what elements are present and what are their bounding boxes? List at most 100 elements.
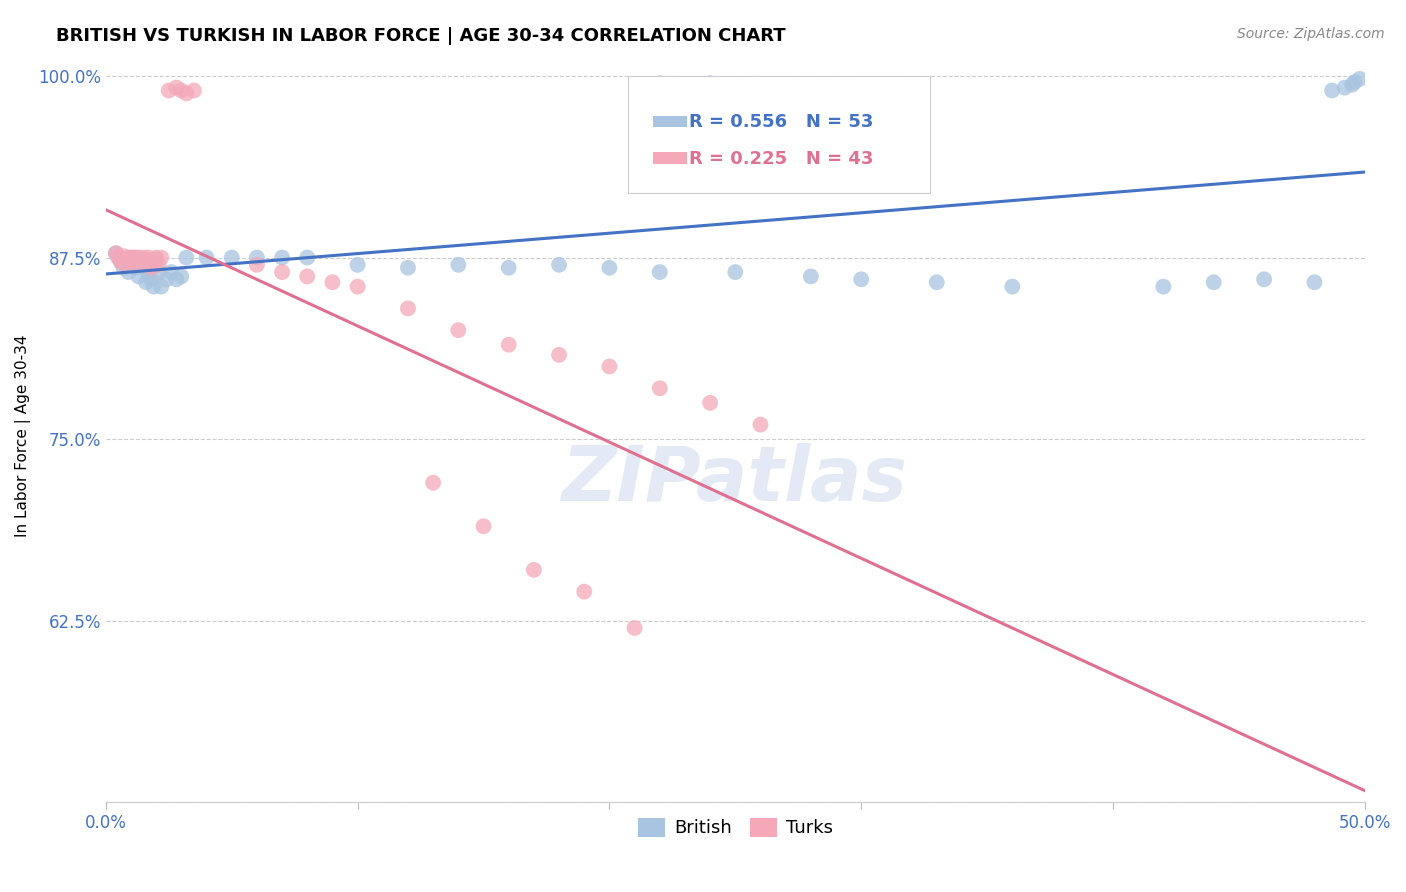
Point	[115, 253, 138, 268]
Point	[297, 269, 319, 284]
Point	[271, 265, 294, 279]
Point	[142, 279, 165, 293]
Point	[148, 265, 170, 279]
Point	[800, 269, 823, 284]
Point	[122, 251, 145, 265]
Point	[297, 251, 319, 265]
Point	[142, 255, 165, 269]
Point	[447, 323, 470, 337]
Point	[104, 246, 127, 260]
Point	[1303, 275, 1326, 289]
Point	[170, 83, 193, 97]
Point	[132, 260, 155, 274]
Point	[115, 258, 138, 272]
Point	[396, 260, 419, 275]
Point	[117, 265, 139, 279]
Point	[104, 246, 127, 260]
Point	[447, 258, 470, 272]
Point	[925, 275, 948, 289]
Point	[135, 275, 157, 289]
Point	[165, 272, 187, 286]
Legend: British, Turks: British, Turks	[630, 811, 839, 845]
FancyBboxPatch shape	[654, 116, 688, 128]
Point	[548, 348, 571, 362]
Point	[1344, 75, 1367, 89]
Point	[1333, 80, 1355, 95]
Point	[150, 279, 173, 293]
Point	[346, 279, 368, 293]
Point	[523, 563, 546, 577]
Point	[699, 396, 721, 410]
Point	[128, 251, 150, 265]
Point	[125, 251, 148, 265]
Point	[138, 251, 160, 265]
Point	[165, 80, 187, 95]
Point	[150, 251, 173, 265]
Point	[155, 272, 177, 286]
Point	[1341, 78, 1364, 92]
Point	[170, 269, 193, 284]
Point	[749, 417, 772, 432]
Point	[145, 252, 167, 266]
Point	[138, 267, 160, 281]
Text: BRITISH VS TURKISH IN LABOR FORCE | AGE 30-34 CORRELATION CHART: BRITISH VS TURKISH IN LABOR FORCE | AGE …	[56, 27, 786, 45]
Point	[221, 251, 243, 265]
Point	[724, 265, 747, 279]
Point	[271, 251, 294, 265]
Point	[598, 359, 620, 374]
Point	[128, 269, 150, 284]
Point	[396, 301, 419, 316]
Point	[148, 258, 170, 272]
Point	[125, 260, 148, 275]
Point	[673, 80, 696, 95]
FancyBboxPatch shape	[654, 153, 688, 164]
Point	[623, 621, 645, 635]
Point	[120, 258, 142, 272]
Point	[176, 251, 198, 265]
Point	[139, 260, 162, 275]
Point	[183, 83, 205, 97]
Point	[648, 265, 671, 279]
Text: R = 0.556   N = 53: R = 0.556 N = 53	[689, 113, 873, 131]
Point	[195, 251, 218, 265]
Point	[157, 83, 180, 97]
Point	[176, 87, 198, 101]
Point	[246, 258, 269, 272]
Point	[122, 255, 145, 269]
Point	[120, 251, 142, 265]
Text: Source: ZipAtlas.com: Source: ZipAtlas.com	[1237, 27, 1385, 41]
Point	[139, 272, 162, 286]
Point	[117, 251, 139, 265]
Point	[648, 381, 671, 395]
Point	[699, 76, 721, 90]
Point	[110, 255, 132, 269]
Point	[1348, 71, 1371, 86]
Text: ZIPatlas: ZIPatlas	[562, 442, 908, 516]
Point	[107, 251, 129, 265]
Point	[574, 584, 596, 599]
Point	[498, 337, 520, 351]
Point	[1152, 279, 1174, 293]
Point	[246, 251, 269, 265]
Point	[132, 251, 155, 265]
Point	[129, 258, 152, 272]
Point	[112, 249, 135, 263]
FancyBboxPatch shape	[628, 76, 931, 194]
Point	[346, 258, 368, 272]
Point	[129, 252, 152, 266]
Point	[851, 272, 873, 286]
Point	[498, 260, 520, 275]
Point	[472, 519, 495, 533]
Point	[160, 265, 183, 279]
Point	[548, 258, 571, 272]
Text: R = 0.225   N = 43: R = 0.225 N = 43	[689, 150, 873, 168]
Point	[321, 275, 343, 289]
Point	[135, 253, 157, 268]
Point	[1320, 83, 1343, 97]
Point	[110, 255, 132, 269]
Point	[1001, 279, 1024, 293]
Point	[112, 260, 135, 275]
Point	[648, 76, 671, 90]
Point	[1202, 275, 1225, 289]
Point	[422, 475, 444, 490]
